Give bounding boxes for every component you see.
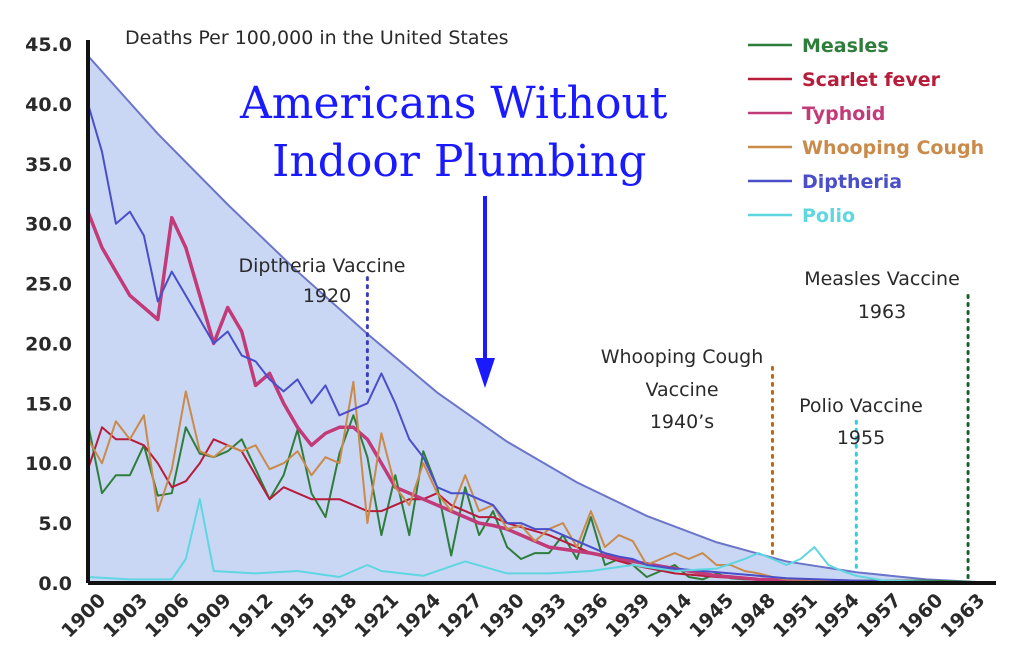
x-tick-label: 1915	[267, 589, 320, 642]
legend: Measles Scarlet fever Typhoid Whooping Coug…	[748, 35, 984, 227]
annotation-label: Polio Vaccine	[799, 395, 923, 417]
x-tick-label: 1957	[853, 589, 906, 642]
y-tick-label: 5.0	[38, 513, 72, 535]
legend-label: Typhoid	[802, 103, 885, 125]
x-tick-label: 1912	[225, 589, 278, 642]
x-tick-label: 1939	[601, 589, 654, 642]
annotation-label: Whooping Cough	[601, 346, 764, 368]
x-tick-label: 1914	[643, 589, 696, 642]
x-tick-label: 1948	[727, 589, 780, 642]
annotation-year: 1955	[837, 427, 885, 449]
series-line-diptheria	[87, 103, 997, 584]
annotation-year: 1940’s	[650, 411, 714, 433]
envelope-fill	[88, 55, 996, 583]
x-tick-label: 1933	[518, 589, 571, 642]
legend-label: Scarlet fever	[802, 69, 941, 91]
x-tick-labels: 1900190319061909191219151918192119241927…	[57, 589, 989, 642]
y-tick-label: 35.0	[25, 154, 72, 176]
x-tick-label: 1936	[560, 589, 613, 642]
annotation-label-2: Vaccine	[645, 379, 718, 401]
x-tick-label: 1945	[685, 589, 738, 642]
series-lines	[86, 103, 997, 585]
x-tick-label: 1918	[308, 589, 361, 642]
y-tick-label: 40.0	[25, 94, 72, 116]
x-tick-label: 1906	[141, 589, 194, 642]
annotation-label: Diptheria Vaccine	[239, 255, 406, 277]
x-tick-label: 1930	[476, 589, 529, 642]
series-line-polio	[87, 498, 997, 584]
x-tick-label: 1921	[350, 589, 403, 642]
annotation-year: 1920	[303, 285, 351, 307]
legend-label: Whooping Cough	[802, 137, 984, 159]
y-tick-label: 30.0	[25, 214, 72, 236]
y-tick-label: 10.0	[25, 453, 72, 475]
y-tick-labels: 0.0 5.0 10.0 15.0 20.0 25.0 30.0 35.0 40.0 45.0	[25, 34, 72, 595]
legend-label: Diptheria	[802, 171, 902, 193]
vaccine-annotations: Diptheria Vaccine 1920 Whooping Cough Vacci…	[239, 255, 970, 581]
overlay-title-line1: Americans Without	[239, 78, 668, 129]
x-tick-label: 1909	[183, 589, 236, 642]
y-tick-label: 45.0	[25, 34, 72, 56]
x-tick-label: 1951	[769, 589, 822, 642]
x-tick-label: 1927	[434, 589, 487, 642]
x-tick-label: 1900	[57, 589, 110, 642]
x-tick-label: 1924	[392, 589, 445, 642]
x-tick-label: 1954	[811, 589, 864, 642]
x-tick-label: 1963	[936, 589, 989, 642]
x-tick-label: 1960	[895, 589, 948, 642]
annotation-year: 1963	[858, 301, 906, 323]
y-tick-label: 15.0	[25, 393, 72, 415]
legend-label: Measles	[802, 35, 889, 57]
axes	[86, 40, 996, 585]
y-tick-label: 20.0	[25, 333, 72, 355]
y-tick-label: 0.0	[38, 573, 72, 595]
x-tick-label: 1903	[99, 589, 152, 642]
y-tick-label: 25.0	[25, 274, 72, 296]
annotation-label: Measles Vaccine	[804, 268, 960, 290]
down-arrow	[475, 196, 495, 388]
chart-title: Deaths Per 100,000 in the United States	[125, 27, 509, 49]
legend-label: Polio	[802, 205, 855, 227]
overlay-title-line2: Indoor Plumbing	[272, 136, 646, 187]
